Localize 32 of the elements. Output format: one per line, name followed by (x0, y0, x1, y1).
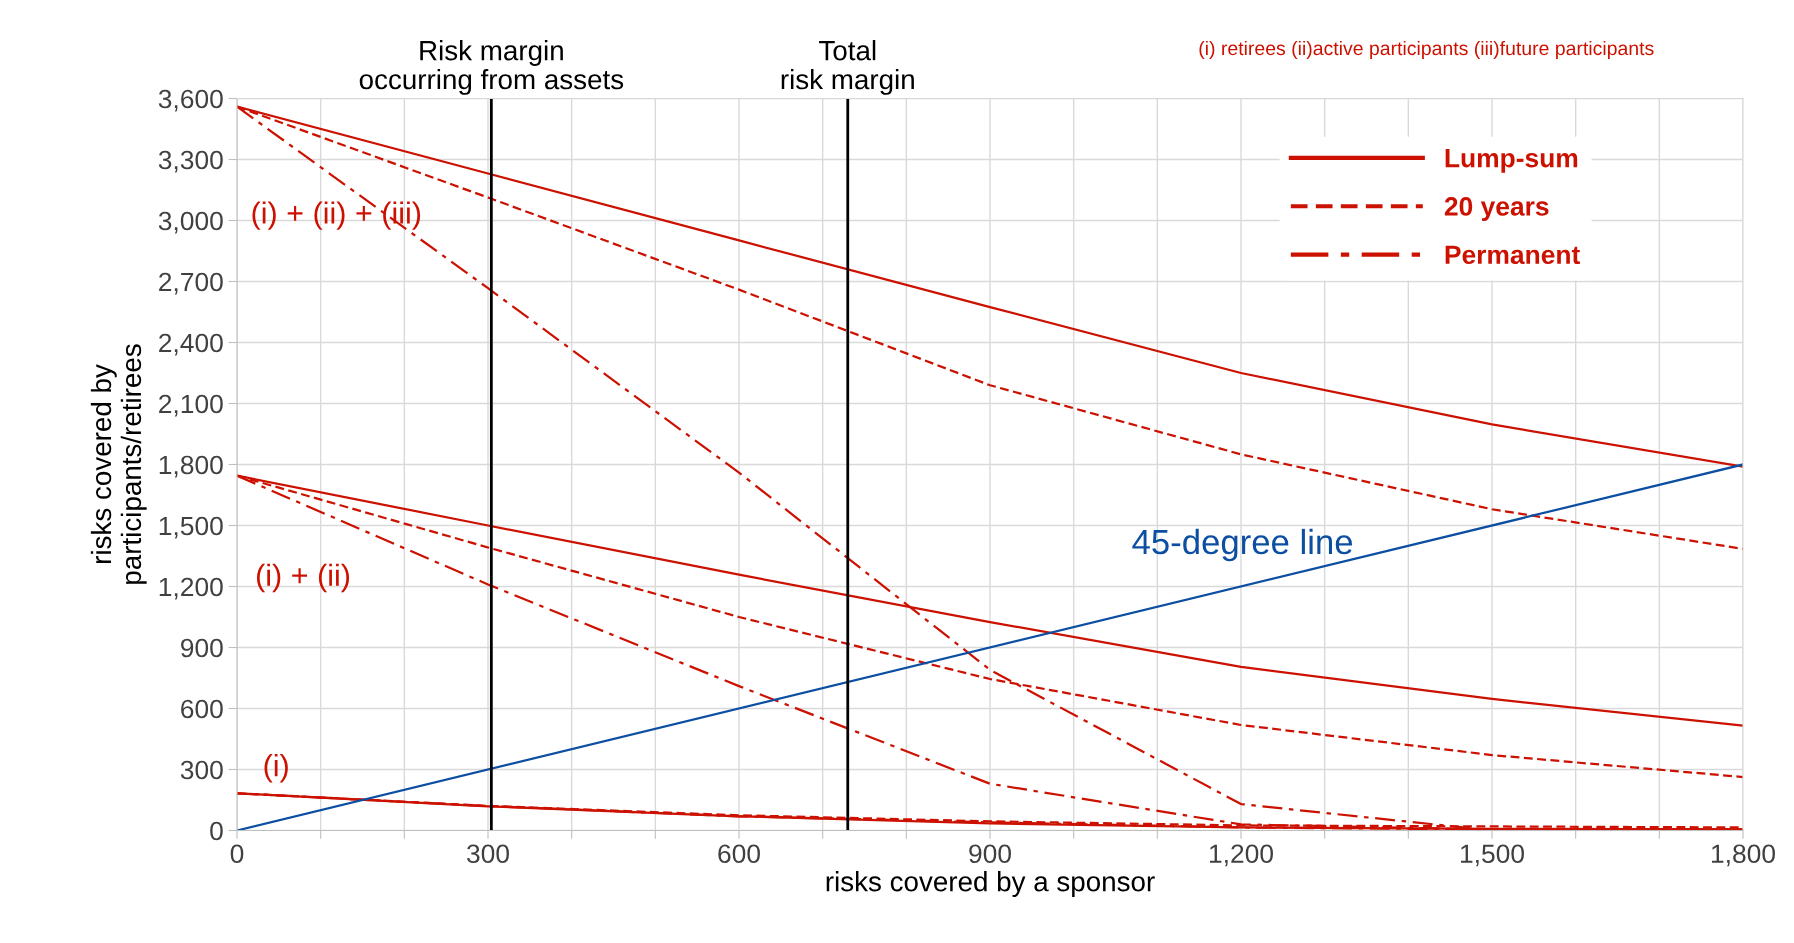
ref-line-label: Total risk margin (781, 40, 914, 95)
x-tick-label: 600 (718, 844, 760, 864)
annotation: (i) + (ii) (256, 563, 350, 593)
y-tick-label: 3,300 (158, 150, 223, 173)
y-tick-label: 600 (181, 699, 223, 719)
x-axis-title: risks covered by a sponsor (826, 871, 1155, 897)
y-tick-label: 3,000 (158, 211, 223, 234)
text: (i) retirees (ii)active participants (iii)future participants (1199, 40, 1654, 60)
y-tick-label: 900 (181, 638, 223, 658)
y-tick-label: 1,200 (159, 577, 223, 600)
ref-line-label: Risk margin occurring from assets (359, 40, 624, 95)
x-tick-label: 1,800 (1712, 844, 1775, 867)
x-tick-label: 900 (969, 844, 1011, 864)
y-tick-label: 0 (210, 821, 223, 841)
legend-label: Lump-sum (1445, 149, 1578, 173)
y-tick-label: 3,600 (158, 89, 223, 112)
y-tick-label: 1,500 (159, 516, 223, 539)
x-tick-label: 300 (466, 844, 509, 864)
x-tick-label: 0 (230, 844, 244, 864)
annotation: (i) + (ii) + (iii) (252, 201, 421, 230)
y-tick-label: 2,400 (159, 333, 223, 356)
x-tick-label: 1,200 (1210, 844, 1273, 867)
y-tick-label: 300 (180, 760, 223, 780)
annotation: (i) (264, 754, 288, 783)
x-tick-label: 1,500 (1461, 844, 1524, 867)
legend-label: Permanent (1445, 245, 1580, 265)
y-tick-label: 2,100 (159, 394, 223, 417)
y-axis-title: risks covered by participants/retirees (90, 344, 147, 584)
y-tick-label: 1,800 (159, 455, 223, 478)
y-tick-label: 2,700 (159, 272, 223, 295)
annotation: 45-degree line (1132, 528, 1353, 562)
legend-label: 20 years (1444, 197, 1549, 221)
